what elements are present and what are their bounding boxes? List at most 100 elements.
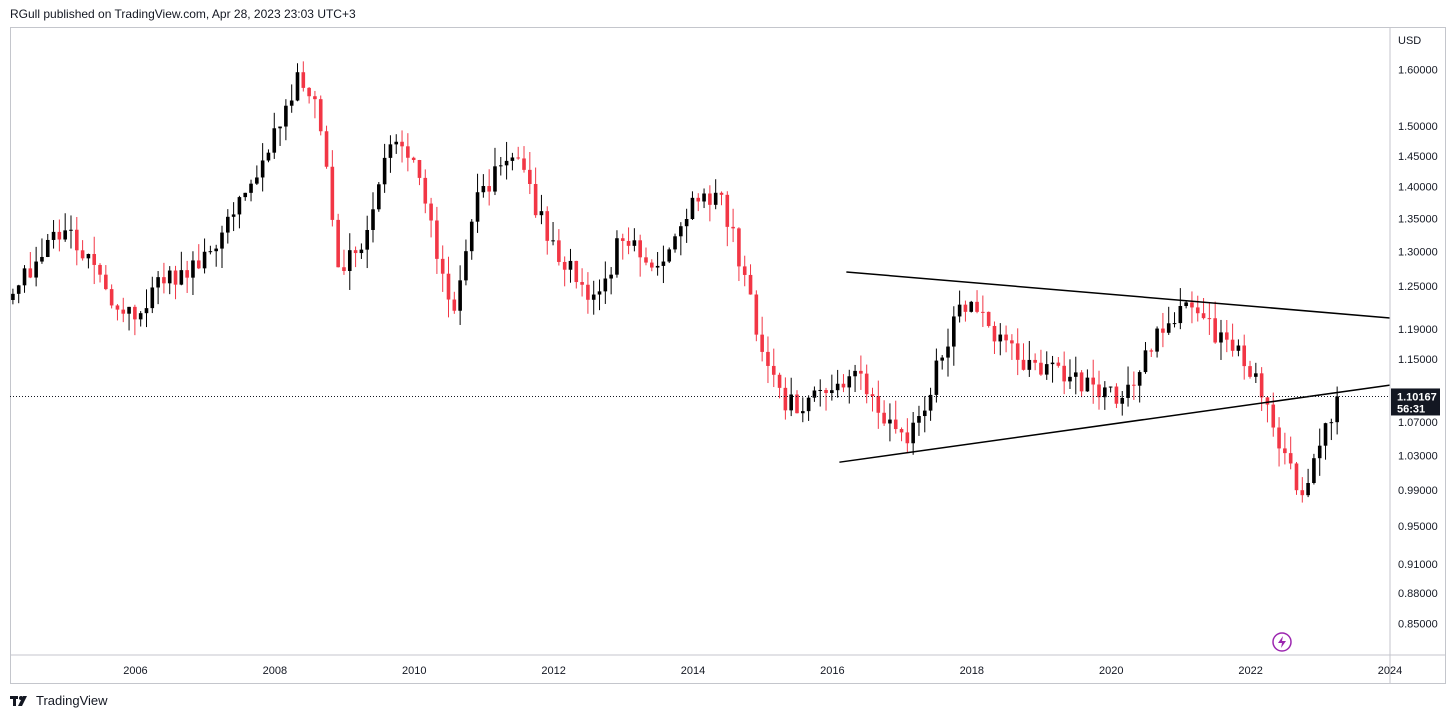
candle-body <box>196 260 201 269</box>
candle-body <box>684 219 689 227</box>
candle-body <box>278 126 282 129</box>
candle-body <box>1300 490 1305 496</box>
candle-body <box>16 285 21 294</box>
candle-body <box>371 209 375 230</box>
lower-triangle-line <box>839 384 1391 463</box>
candle-body <box>539 211 544 216</box>
candle-body <box>330 166 335 220</box>
time-tick-label: 2024 <box>1378 665 1402 677</box>
last-price-label: 1.10167 <box>1397 391 1437 403</box>
candle-body <box>1114 386 1119 404</box>
candle-body <box>464 251 468 281</box>
candle-body <box>1329 422 1334 424</box>
candle-body <box>475 192 480 222</box>
candle-body <box>905 432 910 444</box>
candle-body <box>51 231 56 240</box>
candle-body <box>893 419 898 430</box>
candle-body <box>1108 386 1113 388</box>
candle-body <box>638 240 642 258</box>
price-tick-label: 1.30000 <box>1398 247 1438 259</box>
candle-body <box>1097 384 1101 398</box>
candle-body <box>1161 328 1165 333</box>
candle-body <box>830 390 834 394</box>
price-tick-label: 1.25000 <box>1398 281 1438 293</box>
candle-body <box>69 229 73 231</box>
candle-body <box>928 394 933 411</box>
chart-frame[interactable] <box>10 27 1446 684</box>
tradingview-footer[interactable]: TradingView <box>10 693 108 708</box>
candle-body <box>220 232 224 249</box>
candle-body <box>255 177 259 184</box>
candle-body <box>179 270 184 285</box>
last-price-badge <box>1391 388 1440 416</box>
candle-body <box>400 141 404 147</box>
candle-body <box>562 261 567 270</box>
candle-body <box>1254 373 1258 377</box>
candle-body <box>469 221 474 252</box>
time-tick-label: 2016 <box>820 665 844 677</box>
candle-body <box>156 277 160 288</box>
candle-body <box>1021 359 1026 370</box>
time-tick-label: 2020 <box>1099 665 1123 677</box>
candle-body <box>737 228 741 267</box>
candle-body <box>754 294 759 335</box>
candle-body <box>841 383 846 388</box>
candle-body <box>1149 350 1154 352</box>
candle-body <box>28 268 33 278</box>
price-tick-label: 0.88000 <box>1398 588 1438 600</box>
candle-body <box>324 131 329 167</box>
candle-body <box>771 365 776 375</box>
candle-body <box>992 325 997 342</box>
candle-body <box>1079 372 1084 392</box>
candle-body <box>1306 483 1310 496</box>
candle-body <box>1137 372 1142 386</box>
candle-body <box>214 248 218 252</box>
candle-body <box>1010 340 1014 344</box>
candle-body <box>301 72 306 88</box>
candle-body <box>80 250 85 259</box>
publisher-caption: RGull published on TradingView.com, Apr … <box>10 7 356 21</box>
candle-body <box>597 291 602 295</box>
candle-body <box>1242 345 1247 367</box>
price-tick-label: 1.07000 <box>1398 417 1438 429</box>
candle-body <box>1230 339 1235 351</box>
candle-body <box>609 274 613 279</box>
candle-body <box>1271 404 1276 428</box>
candle-body <box>940 357 944 361</box>
candle-body <box>1015 343 1020 360</box>
candle-body <box>922 410 927 417</box>
candle-body <box>92 253 97 265</box>
candle-body <box>260 160 265 178</box>
candle-body <box>1039 362 1043 375</box>
candle-body <box>864 373 869 395</box>
candle-body <box>545 211 550 241</box>
price-tick-label: 1.15000 <box>1398 354 1438 366</box>
candle-body <box>603 278 608 292</box>
candle-body <box>760 334 764 352</box>
candle-body <box>1224 332 1229 340</box>
candle-body <box>498 165 503 167</box>
tradingview-logo-icon <box>10 695 27 706</box>
candle-body <box>382 157 387 185</box>
candle-body <box>1062 365 1066 382</box>
candle-body <box>1091 377 1096 385</box>
candle-body <box>34 261 38 278</box>
candle-body <box>591 294 596 300</box>
trendlines-layer <box>839 271 1391 463</box>
candle-body <box>173 270 178 285</box>
price-tick-label: 0.91000 <box>1398 559 1438 571</box>
candle-body <box>377 184 381 210</box>
candle-body <box>487 186 491 192</box>
candle-body <box>307 87 311 97</box>
candle-body <box>528 169 532 184</box>
candle-body <box>661 261 666 266</box>
price-tick-label: 1.35000 <box>1398 213 1438 225</box>
candle-body <box>237 197 242 215</box>
candle-body <box>86 253 91 259</box>
price-tick-label: 1.45000 <box>1398 151 1438 163</box>
candle-body <box>568 260 573 270</box>
candle-body <box>284 105 288 127</box>
candle-body <box>504 160 509 166</box>
candle-body <box>365 229 369 250</box>
